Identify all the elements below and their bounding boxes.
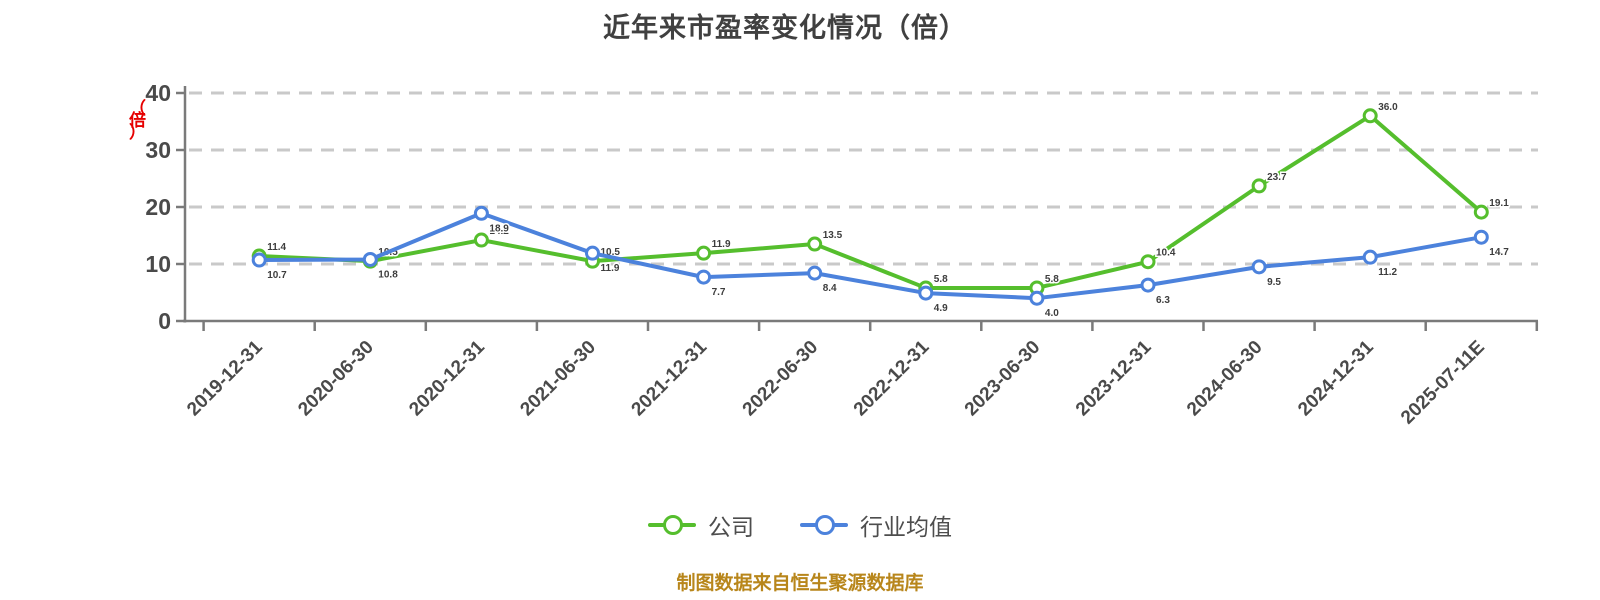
x-tick-label: 2024-06-30: [1183, 337, 1267, 421]
data-point-marker: [1473, 229, 1489, 245]
data-point-marker: [1140, 277, 1156, 293]
data-point-label: 11.9: [712, 239, 731, 250]
y-tick-label: 40: [145, 80, 171, 106]
data-point-label: 11.4: [267, 242, 286, 253]
x-tick-label: 2020-12-31: [405, 336, 489, 420]
company-series-icon: [648, 515, 696, 535]
x-tick-label: 2024-12-31: [1294, 336, 1378, 420]
y-tick-label: 30: [145, 137, 171, 163]
data-point-marker: [918, 285, 934, 301]
data-point-marker: [696, 269, 712, 285]
data-point-marker: [1140, 254, 1156, 270]
data-point-label: 6.3: [1156, 295, 1170, 306]
data-point-label: 11.9: [601, 263, 620, 274]
data-point-label: 10.7: [267, 270, 287, 281]
legend-item-industry-average: 行业均值: [800, 508, 952, 542]
data-point-label: 10.8: [378, 269, 398, 280]
x-tick-label: 2021-06-30: [516, 337, 600, 421]
y-tick-label: 10: [145, 251, 171, 277]
x-tick-label: 2021-12-31: [628, 336, 712, 420]
data-point-label: 8.4: [823, 283, 837, 294]
legend-label-industry-average: 行业均值: [860, 514, 952, 540]
data-point-label: 4.0: [1045, 308, 1059, 319]
data-point-marker: [362, 251, 378, 267]
data-point-marker: [1362, 108, 1378, 124]
x-tick-label: 2023-06-30: [961, 337, 1045, 421]
x-tick-label: 2022-06-30: [739, 337, 823, 421]
series-line-industry-average: [259, 211, 1482, 301]
data-point-marker: [807, 236, 823, 252]
x-tick-label: 2025-07-11E: [1397, 337, 1489, 429]
x-tick-label: 2022-12-31: [850, 336, 934, 420]
data-point-label: 7.7: [712, 287, 726, 298]
data-point-label: 18.9: [489, 223, 509, 234]
x-tick-label: 2019-12-31: [183, 336, 267, 420]
data-point-label: 14.2: [489, 226, 509, 237]
data-point-marker: [807, 265, 823, 281]
x-tick-label: 2023-12-31: [1072, 336, 1156, 420]
legend-label-company: 公司: [708, 514, 754, 540]
chart-title: 近年来市盈率变化情况（倍）: [603, 13, 967, 43]
data-point-label: 36.0: [1378, 102, 1398, 113]
data-point-marker: [1473, 204, 1489, 220]
data-point-label: 19.1: [1489, 198, 1509, 209]
y-axis-unit-label: （倍）: [129, 99, 146, 142]
industry-average-series-icon: [800, 515, 848, 535]
data-point-marker: [473, 232, 489, 248]
y-tick-label: 0: [158, 308, 171, 334]
data-point-marker: [1029, 290, 1045, 306]
data-point-label: 13.5: [823, 230, 843, 241]
data-point-marker: [1362, 249, 1378, 265]
data-source-note: 制图数据来自恒生聚源数据库: [676, 573, 924, 594]
data-point-label: 4.9: [934, 303, 948, 314]
legend-item-company: 公司: [648, 508, 754, 542]
data-point-label: 5.8: [1045, 274, 1059, 285]
data-point-marker: [585, 245, 600, 261]
data-point-label: 9.5: [1267, 277, 1281, 288]
data-point-label: 10.4: [1156, 248, 1176, 259]
data-point-label: 11.2: [1378, 267, 1397, 278]
data-point-label: 23.7: [1267, 172, 1287, 183]
data-point-marker: [473, 205, 489, 221]
series-line-company: [259, 113, 1483, 290]
data-point-label: 14.7: [1489, 247, 1509, 258]
data-point-marker: [251, 252, 267, 268]
data-point-marker: [696, 245, 712, 261]
data-point-marker: [1251, 259, 1267, 275]
chart-legend: 公司 行业均值: [0, 508, 1600, 542]
y-tick-label: 20: [145, 194, 171, 220]
data-point-label: 5.8: [934, 274, 948, 285]
data-point-marker: [1251, 178, 1267, 194]
x-tick-label: 2020-06-30: [294, 337, 378, 421]
